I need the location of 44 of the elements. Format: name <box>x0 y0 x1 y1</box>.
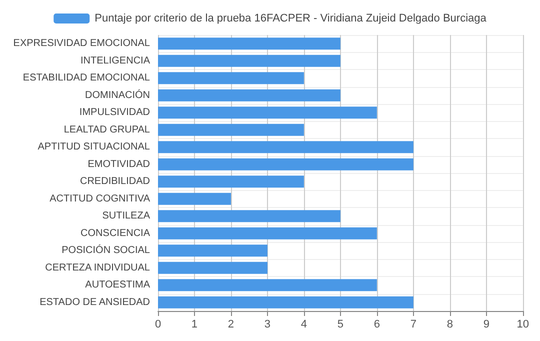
x-tick-label: 9 <box>483 318 490 330</box>
y-tick-label: CREDIBILIDAD <box>80 176 150 188</box>
x-tick-label: 10 <box>516 318 530 330</box>
y-tick-label: EXPRESIVIDAD EMOCIONAL <box>13 38 150 50</box>
bar <box>158 106 377 119</box>
x-tick-label: 7 <box>410 318 416 330</box>
bar <box>158 124 304 136</box>
x-tick-label: 8 <box>446 318 453 330</box>
y-tick-label: DOMINACIÓN <box>85 88 150 101</box>
y-tick-label: ESTABILIDAD EMOCIONAL <box>22 72 150 84</box>
x-tick-label: 1 <box>191 318 198 330</box>
bar <box>158 227 377 240</box>
x-tick-label: 4 <box>300 318 308 330</box>
y-tick-label: CONSCIENCIA <box>80 228 150 239</box>
y-tick-label: ESTADO DE ANSIEDAD <box>40 296 150 308</box>
y-tick-label: IMPULSIVIDAD <box>79 107 150 118</box>
bar <box>158 158 414 170</box>
y-tick-label: INTELIGENCIA <box>80 55 150 66</box>
y-tick-label: CERTEZA INDIVIDUAL <box>45 262 150 274</box>
y-tick-label: EMOTIVIDAD <box>88 158 150 170</box>
x-tick-label: 6 <box>374 318 380 330</box>
bar <box>158 141 414 154</box>
x-tick-label: 0 <box>154 318 162 330</box>
x-tick-label: 2 <box>228 318 234 330</box>
legend-label: Puntaje por criterio de la prueba 16FACPER - Viridiana Zujeid Delgado Burciaga <box>94 12 488 24</box>
bar <box>158 72 304 84</box>
x-tick-label: 5 <box>337 318 344 330</box>
y-tick-label: AUTOESTIMA <box>85 280 150 291</box>
bar <box>158 279 377 292</box>
bar <box>158 262 268 274</box>
bar <box>158 296 414 308</box>
y-tick-label: ACTITUD COGNITIVA <box>50 193 150 204</box>
bar <box>158 192 231 205</box>
x-tick-label: 3 <box>264 318 271 330</box>
bar <box>158 244 268 257</box>
bar <box>158 38 340 50</box>
bar <box>158 210 340 222</box>
bar <box>158 89 340 102</box>
y-tick-label: SUTILEZA <box>102 210 150 222</box>
bar <box>158 54 340 67</box>
bar <box>158 176 304 188</box>
y-tick-label: APTITUD SITUACIONAL <box>38 142 150 153</box>
y-tick-label: POSICIÓN SOCIAL <box>62 244 150 256</box>
y-tick-label: LEALTAD GRUPAL <box>64 124 150 136</box>
